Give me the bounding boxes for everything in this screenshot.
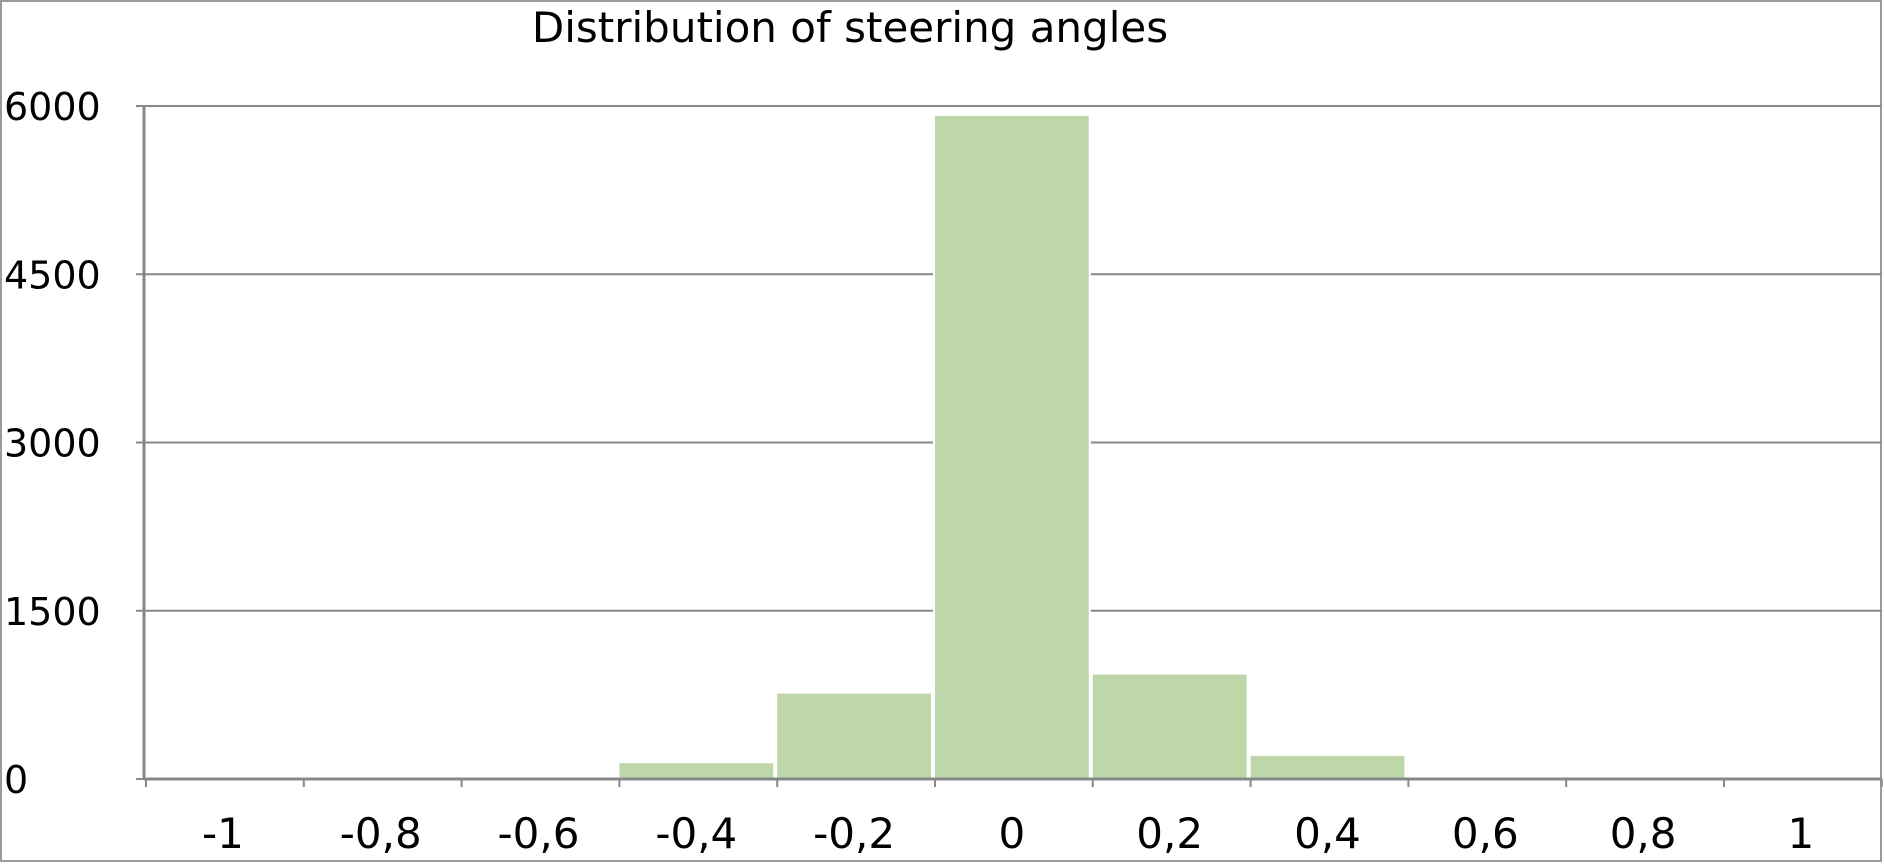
x-tick-label: 0,2 bbox=[1136, 809, 1203, 858]
bar bbox=[775, 691, 934, 780]
x-tick-label: -0,4 bbox=[655, 809, 737, 858]
y-tick-label: 6000 bbox=[4, 85, 101, 129]
y-tick-labels: 0 1500 3000 4500 6000 bbox=[4, 85, 101, 802]
bar bbox=[933, 113, 1091, 781]
bar bbox=[1248, 753, 1407, 780]
x-tick-label: 1 bbox=[1788, 809, 1815, 858]
x-tick-label: -1 bbox=[202, 809, 244, 858]
x-tick-label: 0,4 bbox=[1294, 809, 1361, 858]
y-tick-label: 1500 bbox=[4, 590, 101, 634]
y-tick-label: 0 bbox=[4, 758, 28, 802]
x-tick-label: 0 bbox=[999, 809, 1026, 858]
bar bbox=[1090, 672, 1249, 781]
x-tick-label: 0,8 bbox=[1610, 809, 1677, 858]
x-tick-label: -0,8 bbox=[340, 809, 422, 858]
y-tick-label: 3000 bbox=[4, 422, 101, 466]
y-tick-label: 4500 bbox=[4, 253, 101, 297]
bars bbox=[617, 113, 1407, 781]
x-tick-label: -0,6 bbox=[498, 809, 580, 858]
x-tick-labels: -1 -0,8 -0,6 -0,4 -0,2 0 0,2 0,4 0,6 0,8 1 bbox=[202, 809, 1814, 858]
chart-title: Distribution of steering angles bbox=[532, 3, 1168, 52]
x-tick-label: 0,6 bbox=[1452, 809, 1519, 858]
x-tick-label: -0,2 bbox=[813, 809, 895, 858]
axes bbox=[136, 105, 1883, 787]
bar bbox=[617, 761, 776, 780]
